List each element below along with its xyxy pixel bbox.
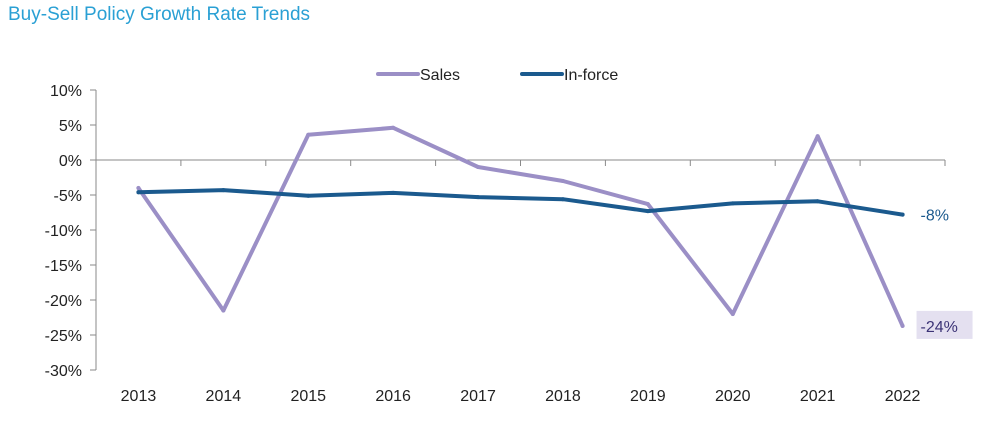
end-label-sales: -24% [921, 319, 958, 336]
data-point-sales [900, 323, 905, 328]
end-label-in-force: -8% [921, 208, 949, 225]
data-point-in-force [645, 209, 650, 214]
x-tick-label: 2022 [885, 388, 921, 405]
y-tick-label: -30% [45, 363, 82, 380]
data-point-sales [560, 179, 565, 183]
series-line-in-force [136, 188, 905, 217]
x-tick-label: 2014 [206, 388, 242, 405]
data-point-in-force [900, 212, 905, 217]
x-tick-label: 2018 [545, 388, 581, 405]
data-point-in-force [136, 190, 141, 195]
x-tick-label: 2015 [290, 388, 326, 405]
x-tick-label: 2016 [375, 388, 411, 405]
data-point-sales [645, 202, 650, 207]
x-tick-label: 2013 [121, 388, 157, 405]
legend-label-in-force: In-force [564, 67, 618, 84]
data-point-sales [815, 134, 820, 139]
end-labels: -24% -8% [916, 208, 973, 339]
axes [90, 89, 946, 371]
y-tick-label: -15% [45, 258, 82, 275]
end-label-bg-sales [916, 310, 973, 339]
y-tick-label: -5% [54, 188, 82, 205]
data-point-sales [306, 132, 311, 137]
data-point-sales [476, 165, 481, 169]
chart-title: Buy-Sell Policy Growth Rate Trends [8, 4, 311, 25]
y-tick-label: 10% [50, 83, 82, 100]
data-point-in-force [560, 197, 565, 202]
legend-label-sales: Sales [420, 67, 460, 84]
x-tick-label: 2019 [630, 388, 666, 405]
data-point-in-force [391, 190, 396, 195]
y-tick-label: 5% [59, 118, 82, 135]
data-point-sales [391, 125, 396, 130]
y-tick-label: 0% [59, 153, 82, 170]
legend: Sales In-force [376, 67, 618, 84]
data-point-sales [136, 186, 141, 190]
y-tick-label: -25% [45, 328, 82, 345]
x-tick-label: 2021 [800, 388, 836, 405]
data-point-sales [221, 308, 226, 313]
data-point-in-force [306, 193, 311, 198]
y-tick-label: -10% [45, 223, 82, 240]
x-tick-label: 2017 [460, 388, 496, 405]
data-point-in-force [476, 195, 481, 200]
series-layer [136, 125, 905, 328]
data-point-sales [730, 312, 735, 316]
x-tick-labels: 2013 2014 2015 2016 2017 2018 2019 2020 2021 2022 [121, 388, 921, 405]
data-point-in-force [221, 188, 226, 193]
data-point-in-force [815, 199, 820, 204]
y-tick-label: -20% [45, 293, 82, 310]
data-point-in-force [730, 201, 735, 206]
x-tick-label: 2020 [715, 388, 751, 405]
y-tick-labels: 10% 5% 0% -5% -10% -15% -20% -25% -30% [45, 83, 82, 380]
series-line-sales [136, 125, 905, 328]
